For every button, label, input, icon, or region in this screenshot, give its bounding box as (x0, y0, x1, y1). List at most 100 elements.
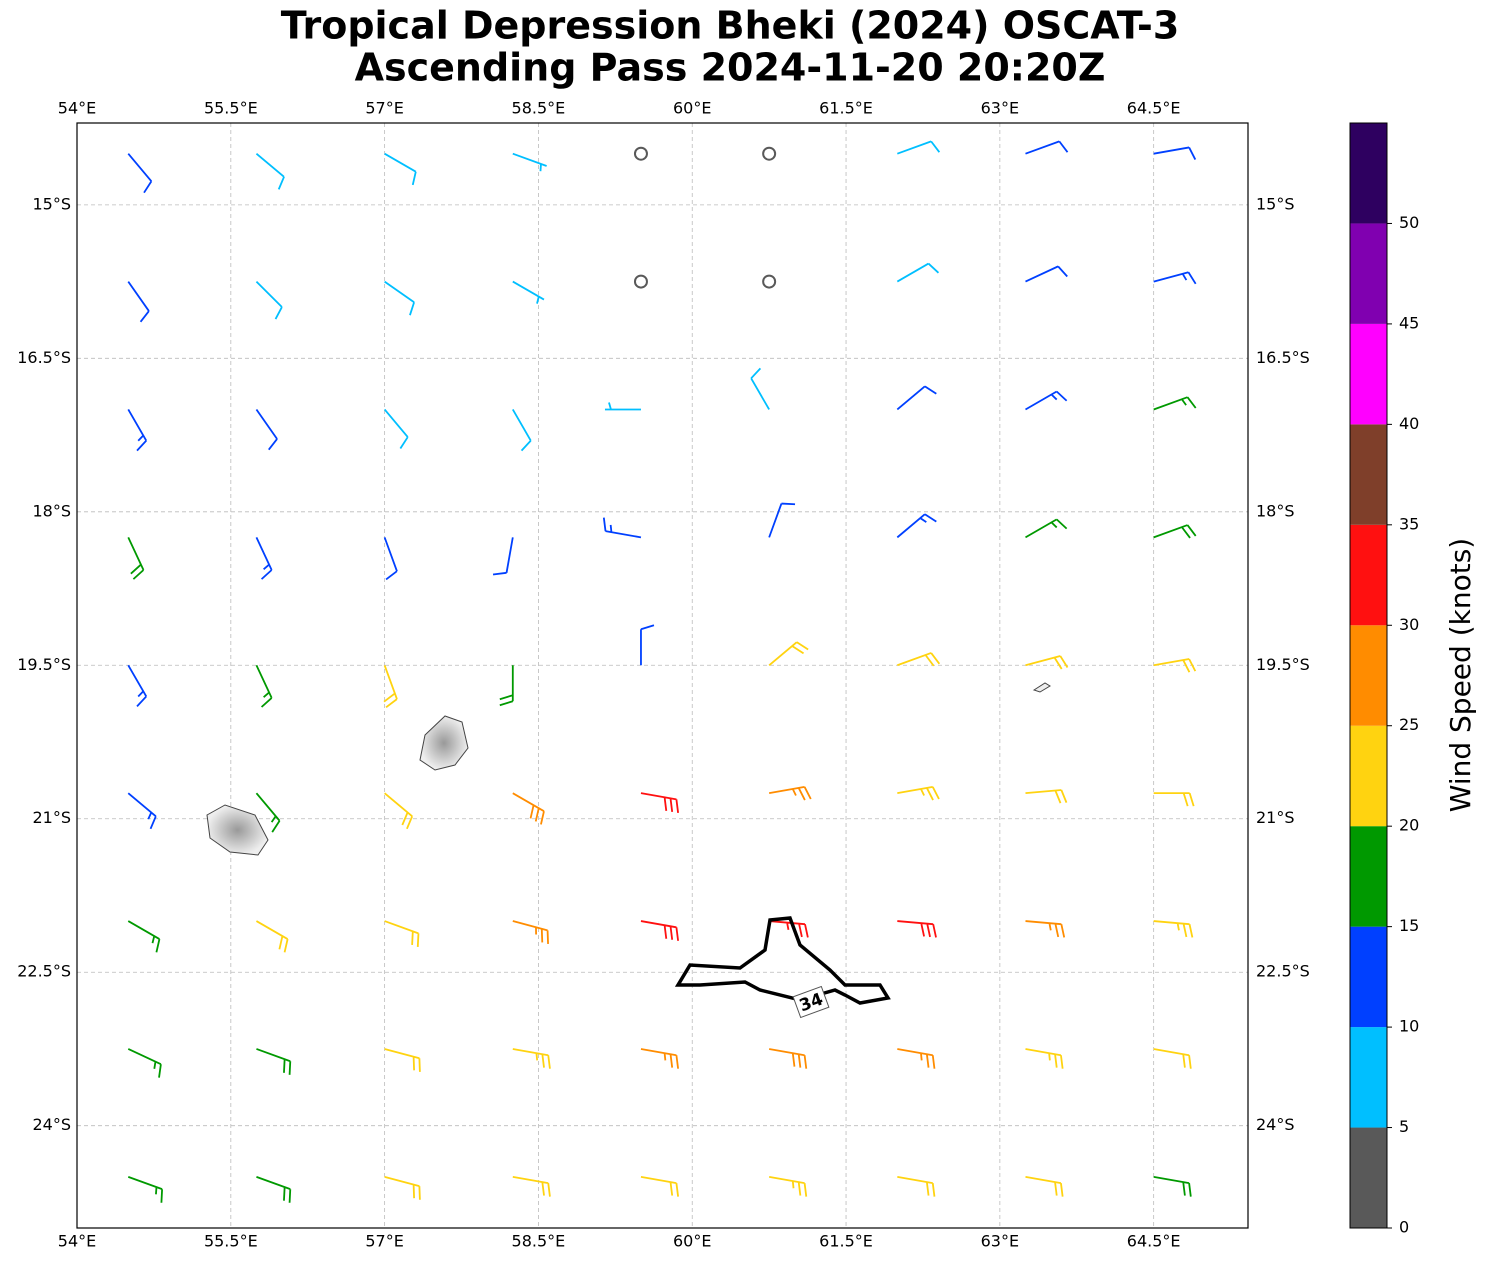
barb (492, 537, 514, 576)
barb (604, 402, 641, 411)
y-tick-label: 18°S (32, 501, 71, 520)
colorbar-tick-label: 5 (1399, 1117, 1409, 1136)
barb (1153, 271, 1197, 285)
barb (255, 153, 285, 190)
barb (127, 1175, 163, 1203)
y-tick-label: 21°S (32, 808, 71, 827)
chart-title: Tropical Depression Bheki (2024) OSCAT-3 (281, 4, 1180, 48)
y-tick-label: 24°S (1256, 1115, 1295, 1134)
x-tick-label: 64.5°E (1127, 1232, 1181, 1251)
barb (384, 1048, 421, 1072)
colorbar-label: Wind Speed (knots) (1444, 538, 1477, 812)
barb (640, 792, 679, 814)
barb (1025, 265, 1068, 283)
x-tick-label: 63°E (981, 1232, 1019, 1251)
barb (1025, 1175, 1064, 1197)
barb (127, 920, 161, 953)
barb (640, 1175, 679, 1197)
barb (256, 1175, 292, 1203)
barb (512, 920, 549, 944)
barb (633, 146, 648, 161)
barb (255, 536, 273, 580)
colorbar-tick-label: 30 (1399, 615, 1419, 634)
barb (1153, 1048, 1192, 1069)
barb (255, 792, 281, 833)
barb (127, 536, 145, 580)
barb (1025, 1048, 1064, 1069)
x-tick-label: 58.5°E (512, 1232, 566, 1251)
x-tick-label: 57°E (365, 1232, 403, 1251)
island (419, 715, 469, 771)
x-tick-label: 64.5°E (1127, 99, 1181, 118)
barb (1153, 920, 1194, 938)
barb (383, 664, 398, 709)
barb (633, 274, 648, 289)
chart-subtitle: Ascending Pass 2024-11-20 20:20Z (355, 46, 1106, 90)
barb (897, 786, 940, 801)
y-tick-label: 18°S (1256, 501, 1295, 520)
barb (127, 409, 148, 452)
island (206, 804, 269, 856)
x-tick-label: 61.5°E (819, 1232, 873, 1251)
barb (897, 1175, 936, 1197)
barb (127, 153, 153, 194)
contour-label-bg (792, 985, 830, 1019)
x-tick-label: 63°E (981, 99, 1019, 118)
barb (1025, 655, 1069, 670)
barb (897, 1048, 936, 1069)
barb (383, 408, 409, 449)
barb (1025, 789, 1068, 804)
barb (512, 1048, 551, 1069)
y-tick-label: 16.5°S (1256, 348, 1310, 367)
barb (512, 280, 545, 304)
barb (768, 641, 809, 666)
barb (897, 652, 941, 667)
barb (1025, 140, 1069, 155)
colorbar-bin (1350, 424, 1387, 525)
map-frame (76, 122, 1249, 1229)
y-tick-label: 16.5°S (17, 348, 71, 367)
barb (255, 408, 278, 451)
y-tick-label: 19.5°S (17, 655, 71, 674)
colorbar-bin (1350, 625, 1387, 726)
barb (768, 1175, 808, 1197)
y-tick-label: 22.5°S (1256, 962, 1310, 981)
y-tick-label: 22.5°S (17, 962, 71, 981)
barb (1153, 524, 1197, 539)
x-tick-label: 54°E (58, 1232, 96, 1251)
x-tick-label: 61.5°E (819, 99, 873, 118)
barb (499, 665, 514, 707)
barb (384, 1175, 421, 1200)
barb (762, 274, 777, 289)
colorbar-bin (1350, 826, 1387, 927)
colorbar-tick-label: 25 (1399, 715, 1419, 734)
x-tick-label: 54°E (58, 99, 96, 118)
barb (896, 262, 940, 283)
barb (768, 786, 812, 801)
x-tick-label: 58.5°E (512, 99, 566, 118)
colorbar-bin (1350, 926, 1387, 1028)
barb (384, 152, 417, 186)
barb (383, 537, 398, 581)
barb (1153, 1175, 1192, 1197)
barb (640, 1048, 679, 1069)
barb (512, 792, 545, 825)
barb (602, 517, 642, 539)
barb (897, 920, 937, 938)
barb (640, 624, 655, 666)
barb (750, 367, 770, 410)
barb (512, 409, 532, 452)
y-tick-label: 21°S (1256, 808, 1295, 827)
colorbar-bin (1350, 323, 1387, 425)
barb (384, 280, 415, 316)
barb (255, 664, 273, 708)
barb (512, 1175, 551, 1197)
barb (127, 281, 150, 323)
colorbar-bin (1350, 123, 1387, 224)
barbs (127, 140, 1197, 1203)
barb (255, 920, 289, 953)
colorbar-bin (1350, 223, 1387, 324)
barb (1025, 390, 1068, 411)
barb (1025, 518, 1068, 539)
